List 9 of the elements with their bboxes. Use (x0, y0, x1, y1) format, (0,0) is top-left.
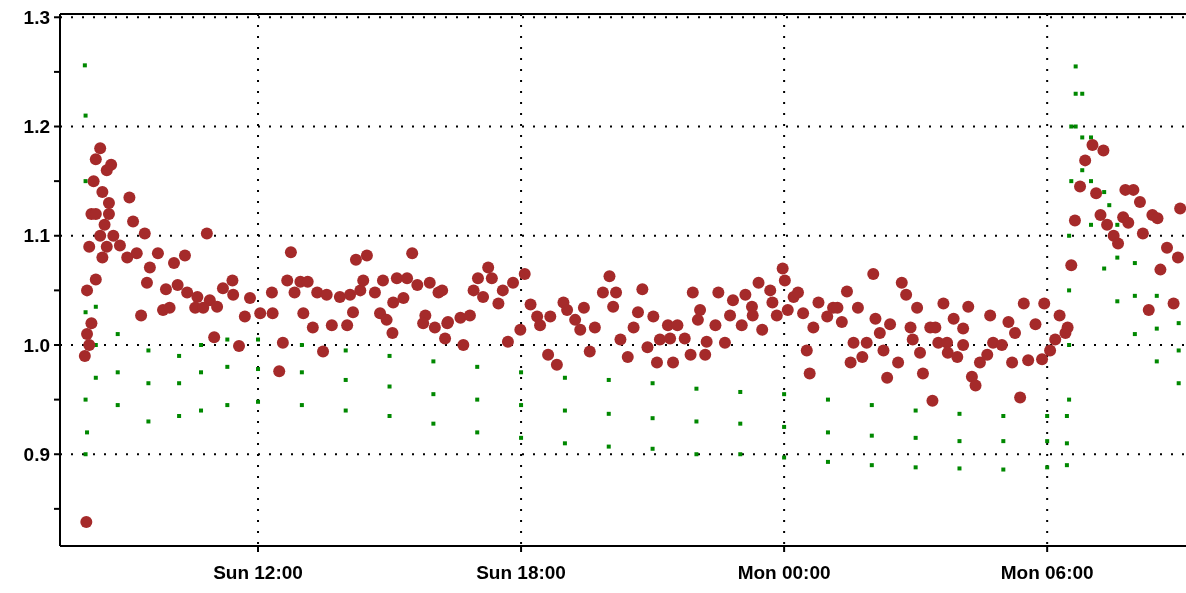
x-tick-label: Mon 00:00 (737, 562, 831, 583)
y-tick-label: 0.9 (23, 443, 50, 465)
y-tick-label: 1.0 (23, 334, 50, 356)
x-tick-label: Mon 06:00 (1000, 562, 1094, 583)
x-tick-label: Sun 12:00 (213, 562, 303, 583)
y-tick-label: 1.1 (23, 225, 51, 247)
x-tick-label: Sun 18:00 (476, 562, 566, 583)
y-tick-label: 1.2 (23, 116, 50, 138)
y-tick-label: 1.3 (23, 6, 50, 28)
